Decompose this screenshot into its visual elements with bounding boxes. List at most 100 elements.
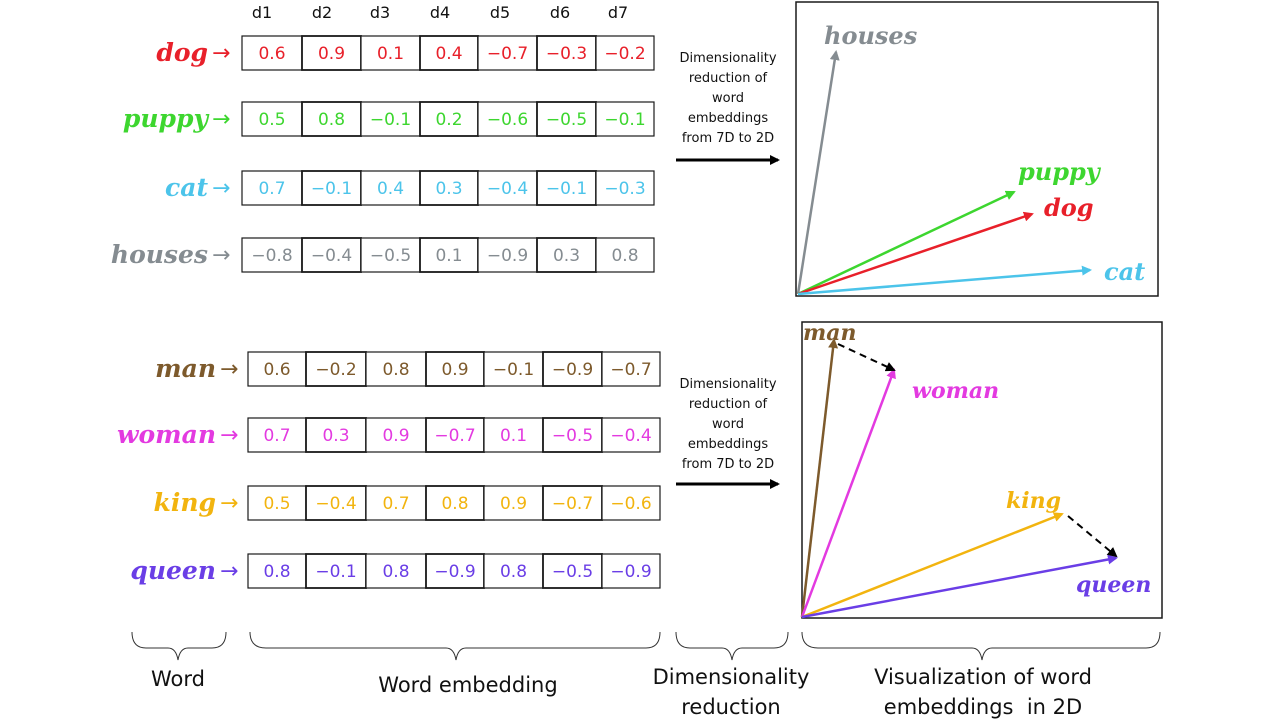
embedding-value: 0.8 [382,360,409,380]
embedding-cell [425,485,485,521]
reduction-text: reduction of [689,397,768,412]
reduction-text: embeddings [688,437,769,452]
embedding-value: 0.3 [435,179,462,199]
plot-label-houses: houses [824,21,918,50]
embedding-value: −0.9 [487,246,528,266]
word-label-king: king [154,488,216,517]
embedding-value: −0.1 [604,110,645,130]
bottom-labels: Word Word embedding Dimensionality reduc… [151,665,1092,719]
embedding-value: 0.3 [553,246,580,266]
embedding-cell [601,485,661,521]
word-label-houses: houses [111,240,208,269]
embedding-value: −0.9 [610,562,651,582]
embedding-value: 0.9 [318,44,345,64]
embedding-value: −0.8 [251,246,292,266]
label-reduction: reduction [681,695,781,719]
column-header: d5 [490,3,510,22]
embedding-value: 0.5 [258,110,285,130]
brace-embedding [249,631,661,661]
vector-cat [797,265,1092,296]
row-arrow-icon: → [212,107,230,132]
embedding-row-cat: cat → 0.7 −0.1 0.4 0.3 −0.4 −0.1 −0.3 [165,170,655,206]
embedding-cell [301,35,362,71]
reduction-text: Dimensionality [679,377,776,392]
embedding-value: 0.9 [382,426,409,446]
plot-frame [801,321,1163,619]
embedding-value: 0.8 [382,562,409,582]
embedding-cell [365,351,427,387]
embedding-value: −0.4 [311,246,352,266]
embedding-cell [542,417,603,453]
embedding-value: 0.7 [263,426,290,446]
row-arrow-icon: → [220,357,238,382]
embedding-value: 0.5 [263,494,290,514]
embedding-cell [601,417,661,453]
embedding-cell [360,170,421,206]
offset-king-queen [1067,515,1118,558]
embedding-cell [247,417,307,453]
embedding-cell [301,101,362,137]
plot-label-cat: cat [1104,257,1145,286]
embedding-cell [247,553,307,589]
embedding-cell [241,237,303,273]
embedding-value: −0.3 [604,179,645,199]
column-header: d1 [252,3,272,22]
embedding-cell [419,237,479,273]
embedding-value: −0.5 [546,110,587,130]
word-label-man: man [155,354,216,383]
embedding-value: −0.7 [552,494,593,514]
embedding-value: −0.6 [487,110,528,130]
column-headers: d1 d2 d3 d4 d5 d6 d7 [252,3,628,22]
embedding-value: −0.2 [315,360,356,380]
embedding-cell [360,35,421,71]
vector-houses [796,50,840,295]
embedding-value: −0.4 [610,426,651,446]
embedding-cell [483,417,544,453]
column-header: d6 [550,3,570,22]
reduction-text: word [712,91,744,106]
plot-label-man: man [803,320,857,346]
embedding-value: 0.8 [318,110,345,130]
embedding-cell [425,553,485,589]
label-word: Word [151,667,205,691]
embedding-value: 0.8 [263,562,290,582]
column-header: d2 [312,3,332,22]
embedding-value: 0.1 [500,426,527,446]
embedding-value: 0.4 [377,179,404,199]
plot-label-woman: woman [912,378,999,404]
embedding-value: 0.8 [441,494,468,514]
reduction-text: word [712,417,744,432]
reduction-text: from 7D to 2D [682,131,774,146]
embedding-cell [365,485,427,521]
embedding-cell [360,101,421,137]
embedding-value: 0.7 [382,494,409,514]
word-label-cat: cat [165,173,208,202]
vector-man [800,338,839,618]
plot-frame [795,1,1159,297]
row-arrow-icon: → [212,41,230,66]
embedding-value: −0.5 [370,246,411,266]
embedding-cell [483,553,544,589]
vector-puppy [797,190,1016,296]
embedding-value: −0.4 [487,179,528,199]
embedding-value: −0.5 [552,426,593,446]
brace-reduction [675,631,789,661]
embedding-row-houses: houses → −0.8 −0.4 −0.5 0.1 −0.9 0.3 0.8 [111,237,655,273]
vector-woman [800,368,896,618]
embedding-value: −0.5 [552,562,593,582]
embedding-row-woman: woman → 0.7 0.3 0.9 −0.7 0.1 −0.5 −0.4 [117,417,661,453]
column-header: d4 [430,3,450,22]
embedding-cell [536,237,597,273]
vector-plot-gender-royalty: man woman king queen [800,320,1163,619]
reduction-text: Dimensionality [679,51,776,66]
embedding-value: −0.7 [610,360,651,380]
embedding-value: 0.8 [611,246,638,266]
embedding-cell [536,170,597,206]
embedding-cell [477,101,538,137]
embedding-cell [247,351,307,387]
embedding-value: −0.3 [546,44,587,64]
embedding-value: −0.9 [552,360,593,380]
reduction-text: from 7D to 2D [682,457,774,472]
embedding-cell [477,35,538,71]
